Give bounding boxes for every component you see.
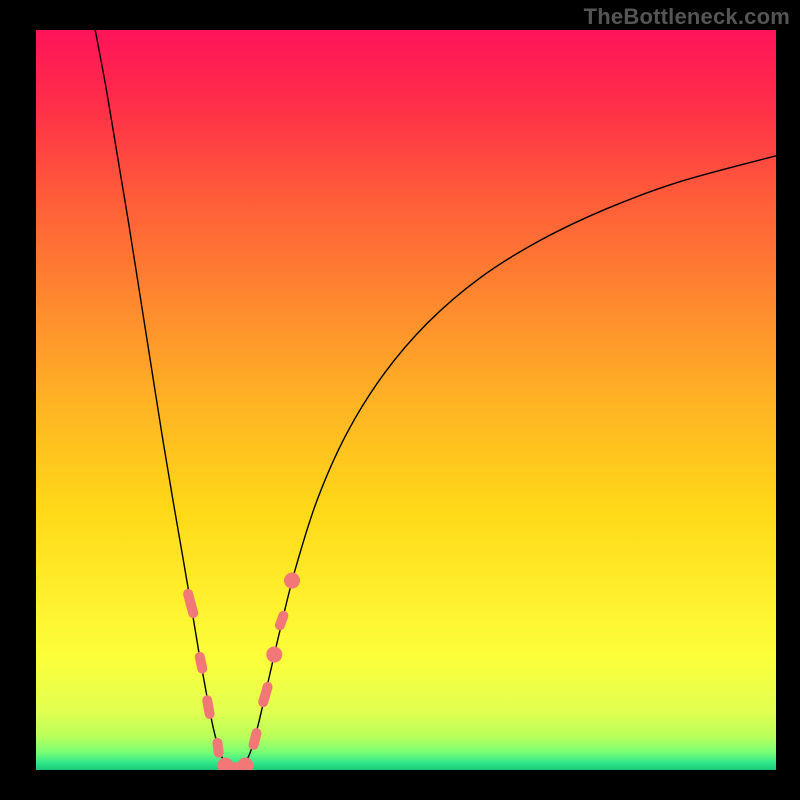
marker-capsule xyxy=(274,609,290,631)
marker-capsule xyxy=(248,727,263,751)
plot-area xyxy=(36,30,776,770)
marker-capsule xyxy=(212,737,225,758)
marker-capsule xyxy=(201,694,215,719)
marker-capsule xyxy=(257,681,274,709)
curve-segment xyxy=(95,30,228,767)
marker-dot xyxy=(284,573,300,589)
marker-capsule xyxy=(182,588,199,620)
canvas-frame: TheBottleneck.com xyxy=(0,0,800,800)
curve-segment xyxy=(243,156,776,767)
marker-dot xyxy=(266,647,282,663)
marker-capsule xyxy=(194,651,208,675)
watermark-text: TheBottleneck.com xyxy=(584,4,790,30)
bottleneck-curve xyxy=(36,30,776,770)
marker-dot xyxy=(237,758,253,770)
